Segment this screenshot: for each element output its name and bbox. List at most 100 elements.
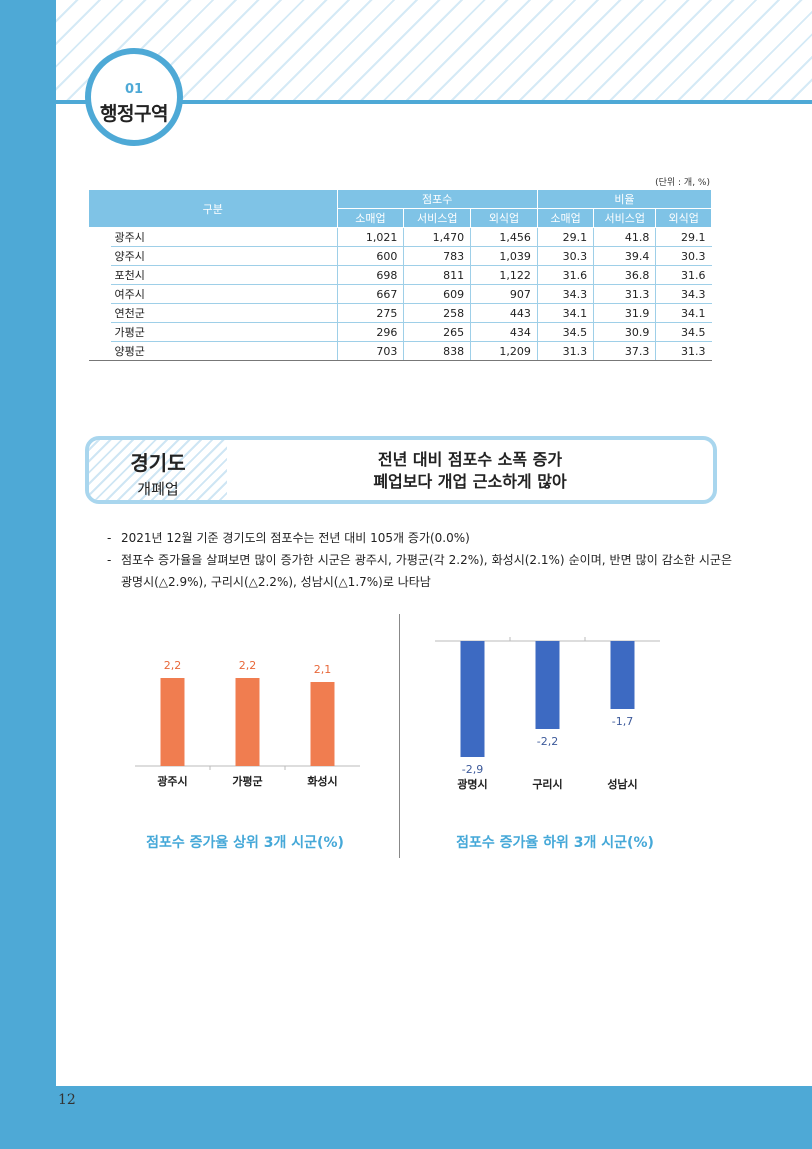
table-cell: 275 (336, 303, 404, 323)
table-cell: 31.3 (655, 341, 712, 361)
row-name: 양주시 (110, 246, 338, 266)
data-label: -2,9 (462, 763, 483, 776)
table-cell: 39.4 (593, 246, 656, 266)
subheader-food-ratio: 외식업 (655, 208, 712, 228)
category-label: 광주시 (157, 775, 187, 788)
subheader-retail-ratio: 소매업 (536, 208, 595, 228)
chart-bar (160, 678, 185, 766)
category-label: 가평군 (232, 774, 262, 788)
row-name: 양평군 (110, 341, 338, 361)
table-cell: 296 (336, 322, 404, 342)
chart-bar (535, 641, 560, 729)
table-cell: 31.9 (593, 303, 656, 323)
summary-headline: 전년 대비 점포수 소폭 증가 폐업보다 개업 근소하게 많아 (227, 440, 713, 500)
category-label: 화성시 (307, 774, 337, 788)
subheader-retail: 소매업 (336, 208, 405, 228)
row-name: 가평군 (110, 322, 338, 342)
table-cell: 1,021 (336, 227, 404, 247)
category-label: 구리시 (532, 777, 562, 791)
page-number: 12 (58, 1092, 76, 1108)
row-name: 광주시 (110, 227, 338, 247)
bullet-list: 2021년 12월 기준 경기도의 점포수는 전년 대비 105개 증가(0.0… (107, 527, 732, 593)
table-cell: 1,470 (403, 227, 471, 247)
header-ratio: 비율 (536, 189, 713, 209)
summary-region: 경기도 (130, 451, 186, 475)
table-row: 가평군 296 265 434 34.5 30.9 34.5 (89, 322, 712, 342)
table-cell: 30.9 (593, 322, 656, 342)
table-cell: 29.1 (536, 227, 594, 247)
data-label: -1,7 (612, 715, 633, 728)
footer-band (0, 1086, 812, 1149)
chart-divider (399, 614, 400, 858)
table-cell: 258 (403, 303, 471, 323)
table-cell: 443 (470, 303, 538, 323)
table-cell: 703 (336, 341, 404, 361)
data-label: 2,1 (314, 663, 332, 676)
table-row: 양평군 703 838 1,209 31.3 37.3 31.3 (88, 341, 712, 361)
table-cell: 31.6 (655, 265, 712, 285)
table-cell: 783 (403, 246, 471, 266)
table-cell: 600 (336, 246, 404, 266)
table-cell: 265 (403, 322, 471, 342)
header-hatch-pattern (56, 0, 812, 102)
table-row: 광주시 1,021 1,470 1,456 29.1 41.8 29.1 (89, 227, 712, 247)
category-label: 광명시 (457, 777, 487, 791)
table-cell: 34.5 (536, 322, 594, 342)
table-cell: 34.1 (655, 303, 712, 323)
left-color-stripe (0, 0, 56, 1149)
table-cell: 838 (403, 341, 471, 361)
bullet-item: 2021년 12월 기준 경기도의 점포수는 전년 대비 105개 증가(0.0… (107, 527, 732, 549)
table-cell: 1,209 (470, 341, 538, 361)
table-cell: 1,122 (470, 265, 538, 285)
store-count-table: 구분 점포수 비율 소매업 서비스업 외식업 소매업 서비스업 외식업 광주시 … (88, 189, 713, 361)
section-number: 01 (124, 82, 144, 97)
row-name: 여주시 (110, 284, 338, 304)
table-row: 포천시 698 811 1,122 31.6 36.8 31.6 (89, 265, 712, 285)
summary-line-1: 전년 대비 점포수 소폭 증가 (377, 450, 563, 469)
data-label: 2,2 (164, 659, 182, 672)
table-cell: 1,456 (470, 227, 538, 247)
table-cell: 34.3 (536, 284, 594, 304)
table-cell: 434 (470, 322, 538, 342)
summary-topic-panel: 경기도 개폐업 (89, 440, 227, 500)
category-label: 성남시 (607, 777, 637, 791)
row-name: 연천군 (110, 303, 338, 323)
section-badge: 01 행정구역 (85, 48, 183, 146)
table-cell: 31.3 (593, 284, 656, 304)
chart-bar (610, 641, 635, 709)
section-title: 행정구역 (100, 103, 168, 125)
header-category: 구분 (88, 189, 338, 228)
table-cell: 30.3 (655, 246, 712, 266)
table-cell: 30.3 (536, 246, 594, 266)
chart-bar (235, 678, 260, 766)
bullet-item: 점포수 증가율을 살펴보면 많이 증가한 시군은 광주시, 가평군(각 2.2%… (107, 549, 732, 593)
subheader-food: 외식업 (470, 208, 538, 228)
data-label: -2,2 (537, 735, 558, 748)
table-cell: 34.5 (655, 322, 712, 342)
top3-growth-chart: 2,2 광주시 2,2 가평군 2,1 화성시 (135, 659, 360, 788)
subheader-service: 서비스업 (403, 208, 472, 228)
header-store-count: 점포수 (336, 189, 538, 209)
table-cell: 907 (470, 284, 538, 304)
data-label: 2,2 (239, 659, 257, 672)
chart-bar (460, 641, 485, 757)
header-rule (56, 100, 812, 104)
subheader-service-ratio: 서비스업 (593, 208, 657, 228)
row-name: 포천시 (110, 265, 338, 285)
unit-note: (단위 : 개, %) (655, 178, 710, 188)
summary-line-2: 폐업보다 개업 근소하게 많아 (373, 472, 567, 491)
table-cell: 36.8 (593, 265, 656, 285)
table-cell: 667 (336, 284, 404, 304)
summary-topic: 개폐업 (137, 480, 179, 498)
chart-bar (310, 682, 335, 766)
table-cell: 34.1 (536, 303, 594, 323)
top3-chart-caption: 점포수 증가율 상위 3개 시군(%) (146, 835, 344, 851)
table-cell: 34.3 (655, 284, 712, 304)
table-cell: 1,039 (470, 246, 538, 266)
summary-box: 경기도 개폐업 전년 대비 점포수 소폭 증가 폐업보다 개업 근소하게 많아 (85, 436, 717, 504)
table-cell: 609 (403, 284, 471, 304)
table-row: 연천군 275 258 443 34.1 31.9 34.1 (89, 303, 712, 323)
bottom3-chart-caption: 점포수 증가율 하위 3개 시군(%) (456, 835, 654, 851)
table-cell: 41.8 (593, 227, 656, 247)
